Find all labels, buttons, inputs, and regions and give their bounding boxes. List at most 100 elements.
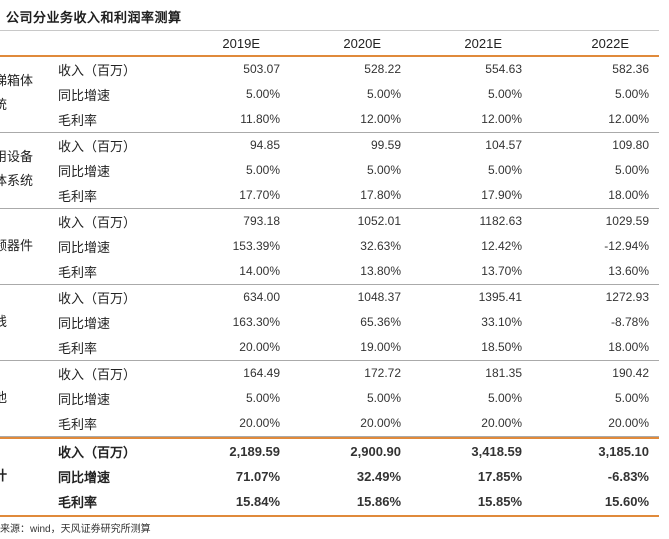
table-cell: 5.00% bbox=[614, 391, 649, 405]
table-cell: 18.00% bbox=[608, 340, 649, 354]
table-cell: 5.00% bbox=[487, 87, 522, 101]
table-cell: 5.00% bbox=[614, 87, 649, 101]
segment-label: 频器件 bbox=[0, 234, 56, 258]
table-cell: 1048.37 bbox=[357, 290, 401, 304]
table-cell: 5.00% bbox=[245, 87, 280, 101]
table-cell: 793.18 bbox=[243, 214, 280, 228]
table-cell: 15.85% bbox=[477, 494, 522, 509]
col-header-2020: 2020E bbox=[343, 36, 381, 51]
table-row: 收入（百万） 793.18 1052.01 1182.63 1029.59 bbox=[0, 209, 659, 234]
segment-label-line: 线 bbox=[0, 314, 8, 329]
table-cell: 554.63 bbox=[485, 62, 522, 76]
row-label: 收入（百万） bbox=[58, 445, 137, 460]
table-cell: 20.00% bbox=[481, 416, 522, 430]
table-row: 同比增速 153.39% 32.63% 12.42% -12.94% bbox=[0, 234, 659, 259]
row-label: 同比增速 bbox=[58, 470, 111, 485]
table-header: 2019E 2020E 2021E 2022E bbox=[0, 30, 659, 57]
table-row: 毛利率 15.84% 15.86% 15.85% 15.60% bbox=[0, 489, 659, 514]
table-cell: 15.60% bbox=[604, 494, 649, 509]
table-row: 收入（百万） 503.07 528.22 554.63 582.36 bbox=[0, 57, 659, 82]
table-cell: 2,189.59 bbox=[229, 444, 280, 459]
table-cell: 33.10% bbox=[481, 315, 522, 329]
table-cell: 190.42 bbox=[612, 366, 649, 380]
segment-label: 梯箱体统 bbox=[0, 69, 56, 117]
segment-group: 线 收入（百万） 634.00 1048.37 1395.41 1272.93 同比增速 16… bbox=[0, 285, 659, 361]
table-cell: 17.85% bbox=[477, 469, 522, 484]
table-cell: 3,185.10 bbox=[598, 444, 649, 459]
table-row: 同比增速 163.30% 65.36% 33.10% -8.78% bbox=[0, 310, 659, 335]
row-label: 毛利率 bbox=[58, 265, 98, 280]
table-row: 收入（百万） 634.00 1048.37 1395.41 1272.93 bbox=[0, 285, 659, 310]
table-cell: 5.00% bbox=[487, 391, 522, 405]
table-cell: 71.07% bbox=[235, 469, 280, 484]
table-cell: 12.42% bbox=[481, 239, 522, 253]
segment-label-line: 梯箱体 bbox=[0, 73, 34, 88]
table-cell: 5.00% bbox=[245, 391, 280, 405]
table-body: 梯箱体统收入（百万） 503.07 528.22 554.63 582.36 同比增速 5.… bbox=[0, 57, 659, 517]
table-cell: 1182.63 bbox=[479, 214, 523, 228]
revenue-table: 2019E 2020E 2021E 2022E 梯箱体统收入（百万） 503.07… bbox=[0, 30, 659, 517]
table-cell: 2,900.90 bbox=[350, 444, 401, 459]
table-cell: 20.00% bbox=[608, 416, 649, 430]
table-cell: 5.00% bbox=[366, 391, 401, 405]
table-row: 收入（百万） 164.49 172.72 181.35 190.42 bbox=[0, 361, 659, 386]
table-cell: 32.63% bbox=[360, 239, 401, 253]
table-cell: -12.94% bbox=[604, 239, 649, 253]
segment-label: 线 bbox=[0, 310, 56, 334]
table-cell: 17.90% bbox=[481, 188, 522, 202]
table-cell: 13.70% bbox=[481, 264, 522, 278]
table-cell: 3,418.59 bbox=[471, 444, 522, 459]
table-cell: 12.00% bbox=[360, 112, 401, 126]
table-row: 毛利率 17.70% 17.80% 17.90% 18.00% bbox=[0, 183, 659, 208]
table-cell: 18.50% bbox=[481, 340, 522, 354]
row-label: 收入（百万） bbox=[58, 367, 137, 382]
table-cell: 17.80% bbox=[360, 188, 401, 202]
table-cell: 5.00% bbox=[614, 163, 649, 177]
table-cell: 1395.41 bbox=[478, 290, 522, 304]
col-header-2019: 2019E bbox=[222, 36, 260, 51]
table-cell: 14.00% bbox=[239, 264, 280, 278]
table-cell: 15.86% bbox=[356, 494, 401, 509]
table-cell: 20.00% bbox=[360, 416, 401, 430]
segment-label-line: 体系统 bbox=[0, 173, 34, 188]
row-label: 毛利率 bbox=[58, 113, 98, 128]
table-cell: 634.00 bbox=[243, 290, 280, 304]
table-cell: -8.78% bbox=[610, 315, 649, 329]
table-cell: 17.70% bbox=[239, 188, 280, 202]
segment-group: 他 收入（百万） 164.49 172.72 181.35 190.42 同比增速 5.00%… bbox=[0, 361, 659, 437]
table-cell: 5.00% bbox=[487, 163, 522, 177]
table-cell: 528.22 bbox=[364, 62, 401, 76]
segment-group: 频器件 收入（百万） 793.18 1052.01 1182.63 1029.59 同比增速… bbox=[0, 209, 659, 285]
table-cell: 1029.59 bbox=[605, 214, 649, 228]
table-cell: 1052.01 bbox=[357, 214, 401, 228]
table-cell: -6.83% bbox=[607, 469, 649, 484]
segment-label-line: 统 bbox=[0, 97, 8, 112]
row-label: 同比增速 bbox=[58, 164, 111, 179]
table-cell: 503.07 bbox=[243, 62, 280, 76]
table-row: 同比增速 71.07% 32.49% 17.85% -6.83% bbox=[0, 464, 659, 489]
col-header-2022: 2022E bbox=[591, 36, 629, 51]
table-cell: 164.49 bbox=[243, 366, 280, 380]
segment-group: 用设备 体系统 收入（百万） 94.85 99.59 104.57 109.80 同比增速 5.… bbox=[0, 133, 659, 209]
table-cell: 94.85 bbox=[249, 138, 280, 152]
table-cell: 18.00% bbox=[608, 188, 649, 202]
table-cell: 172.72 bbox=[364, 366, 401, 380]
table-cell: 20.00% bbox=[239, 416, 280, 430]
segment-label: 用设备 体系统 bbox=[0, 145, 56, 193]
segment-label-line: 他 bbox=[0, 390, 8, 405]
segment-label-line: 计 bbox=[0, 468, 8, 483]
table-cell: 1272.93 bbox=[605, 290, 649, 304]
table-cell: 5.00% bbox=[245, 163, 280, 177]
table-cell: 104.57 bbox=[485, 138, 522, 152]
table-cell: 11.80% bbox=[240, 112, 280, 126]
table-cell: 582.36 bbox=[612, 62, 649, 76]
total-group: 计 收入（百万） 2,189.59 2,900.90 3,418.59 3,185.10 同… bbox=[0, 437, 659, 517]
segment-label-line: 频器件 bbox=[0, 238, 34, 253]
table-row: 同比增速 5.00% 5.00% 5.00% 5.00% bbox=[0, 386, 659, 411]
table-cell: 13.80% bbox=[360, 264, 401, 278]
table-row: 毛利率 20.00% 19.00% 18.50% 18.00% bbox=[0, 335, 659, 360]
row-label: 收入（百万） bbox=[58, 291, 137, 306]
table-cell: 5.00% bbox=[366, 87, 401, 101]
col-header-2021: 2021E bbox=[464, 36, 502, 51]
row-label: 同比增速 bbox=[58, 240, 111, 255]
